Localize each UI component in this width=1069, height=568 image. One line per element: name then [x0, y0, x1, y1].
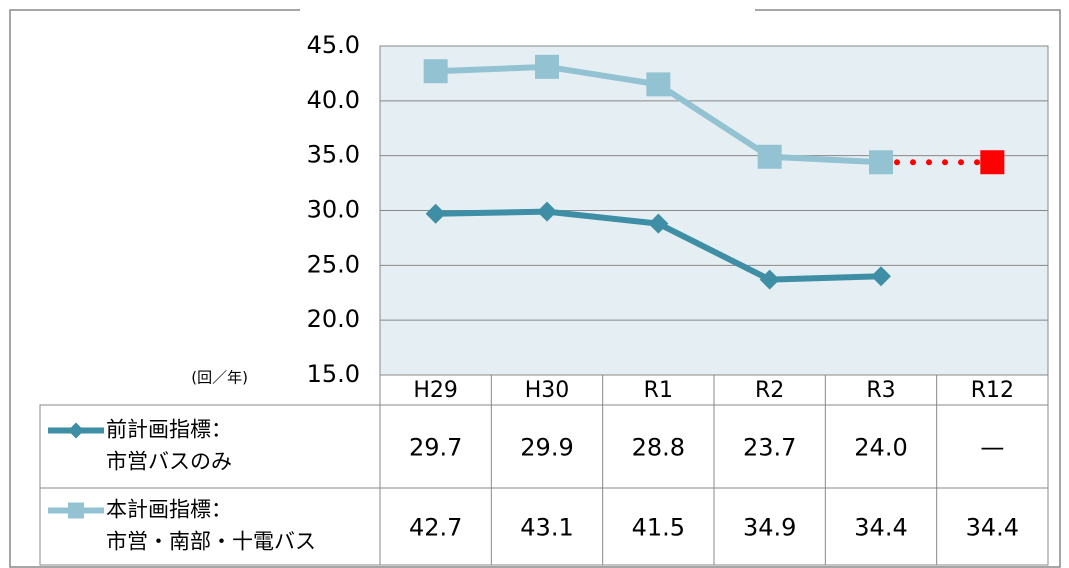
data-label: 34.9: [743, 514, 796, 542]
marker: [423, 59, 448, 84]
x-tick-label: H30: [525, 378, 570, 403]
legend-label: 前計画指標：市営バスのみ: [106, 418, 232, 474]
marker: [757, 144, 782, 169]
data-label: 24.0: [854, 434, 907, 462]
x-tick-label: R1: [644, 378, 673, 403]
y-tick-label: 25.0: [307, 250, 360, 278]
legend-marker: [68, 422, 84, 439]
marker: [535, 54, 559, 79]
y-tick-label: 35.0: [307, 141, 360, 169]
marker: [871, 266, 891, 287]
y-tick-label: 15.0: [307, 360, 360, 388]
marker: [537, 201, 557, 222]
data-label: 34.4: [966, 514, 1019, 542]
x-tick-label: R3: [866, 378, 895, 403]
y-tick-label: 40.0: [307, 86, 360, 114]
x-tick-label: R12: [971, 378, 1014, 403]
data-label: 42.7: [409, 514, 462, 542]
y-tick-label: 30.0: [307, 196, 360, 224]
marker: [648, 213, 669, 234]
data-label: 43.1: [520, 514, 573, 542]
legend-label: 本計画指標：市営・南部・十電バス: [106, 498, 316, 554]
marker: [869, 150, 893, 175]
marker: [759, 269, 780, 290]
data-label: 34.4: [854, 514, 907, 542]
data-label: —: [980, 434, 1004, 462]
y-tick-label: 45.0: [307, 31, 360, 59]
data-label: 29.9: [520, 434, 573, 462]
marker: [646, 72, 671, 97]
data-label: 41.5: [632, 514, 685, 542]
marker: [980, 150, 1005, 175]
x-tick-label: H29: [413, 378, 458, 403]
title-gap: [300, 4, 755, 16]
y-tick-label: 20.0: [307, 305, 360, 333]
data-label: 28.8: [632, 434, 685, 462]
x-tick-label: R2: [755, 378, 784, 403]
data-label: 23.7: [743, 434, 796, 462]
data-label: 29.7: [409, 434, 462, 462]
y-unit-label: (回／年): [191, 369, 248, 387]
marker: [425, 203, 446, 224]
legend-marker: [68, 502, 84, 519]
